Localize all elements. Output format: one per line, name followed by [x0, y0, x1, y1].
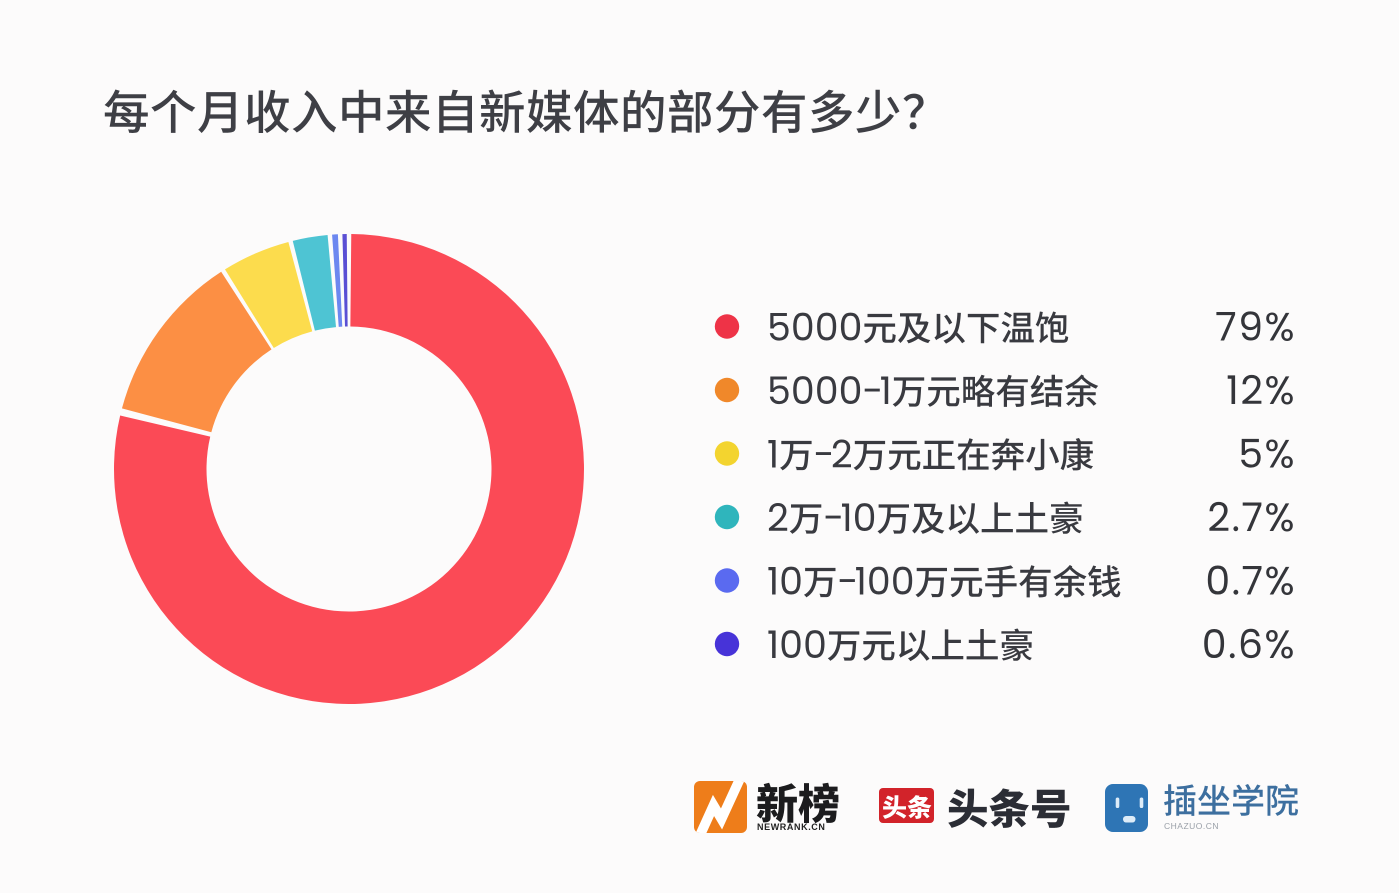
svg-text:NEWRANK.CN: NEWRANK.CN [757, 822, 826, 832]
svg-text:CHAZUO.CN: CHAZUO.CN [1164, 821, 1219, 831]
